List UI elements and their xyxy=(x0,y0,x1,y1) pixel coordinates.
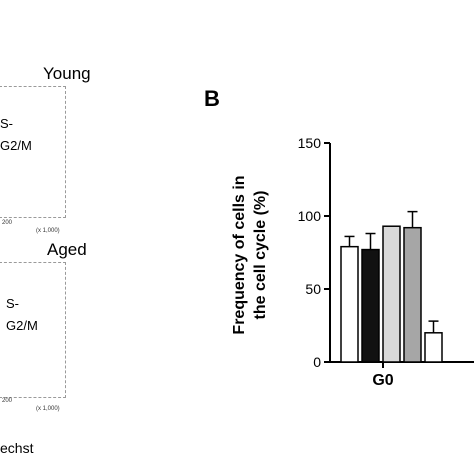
bar xyxy=(361,248,380,363)
flow-plot-young xyxy=(0,86,66,218)
y-axis-label-line2: the cell cycle (%) xyxy=(252,191,269,320)
x-category-label: G0 xyxy=(372,372,393,389)
gate-label-s-aged: S- xyxy=(6,296,19,311)
y-tick-label: 150 xyxy=(298,135,322,151)
bar xyxy=(403,226,422,363)
gate-label-g2m-aged: G2/M xyxy=(6,318,38,333)
bar xyxy=(340,245,359,363)
tick-label-aged: 200 xyxy=(2,398,13,404)
bar xyxy=(424,332,443,363)
flow-plot-aged xyxy=(0,262,66,398)
y-tick-label: 50 xyxy=(305,281,321,297)
y-axis-label-line1: Frequency of cells in xyxy=(231,175,248,334)
group-label-aged: Aged xyxy=(47,240,87,259)
tick-label-young: 200 xyxy=(2,220,13,226)
group-label-young: Young xyxy=(43,64,91,83)
axis-scale-young: (x 1,000) xyxy=(36,228,60,234)
panel-letter-b: B xyxy=(204,86,220,111)
x-axis-label-partial: echst xyxy=(0,440,34,456)
gate-label-s-young: S- xyxy=(0,116,13,131)
gate-label-g2m-young: G2/M xyxy=(0,138,32,153)
y-tick-label: 100 xyxy=(298,208,322,224)
y-tick-label: 0 xyxy=(313,354,321,370)
axis-scale-aged: (x 1,000) xyxy=(36,406,60,412)
bar xyxy=(382,225,401,363)
